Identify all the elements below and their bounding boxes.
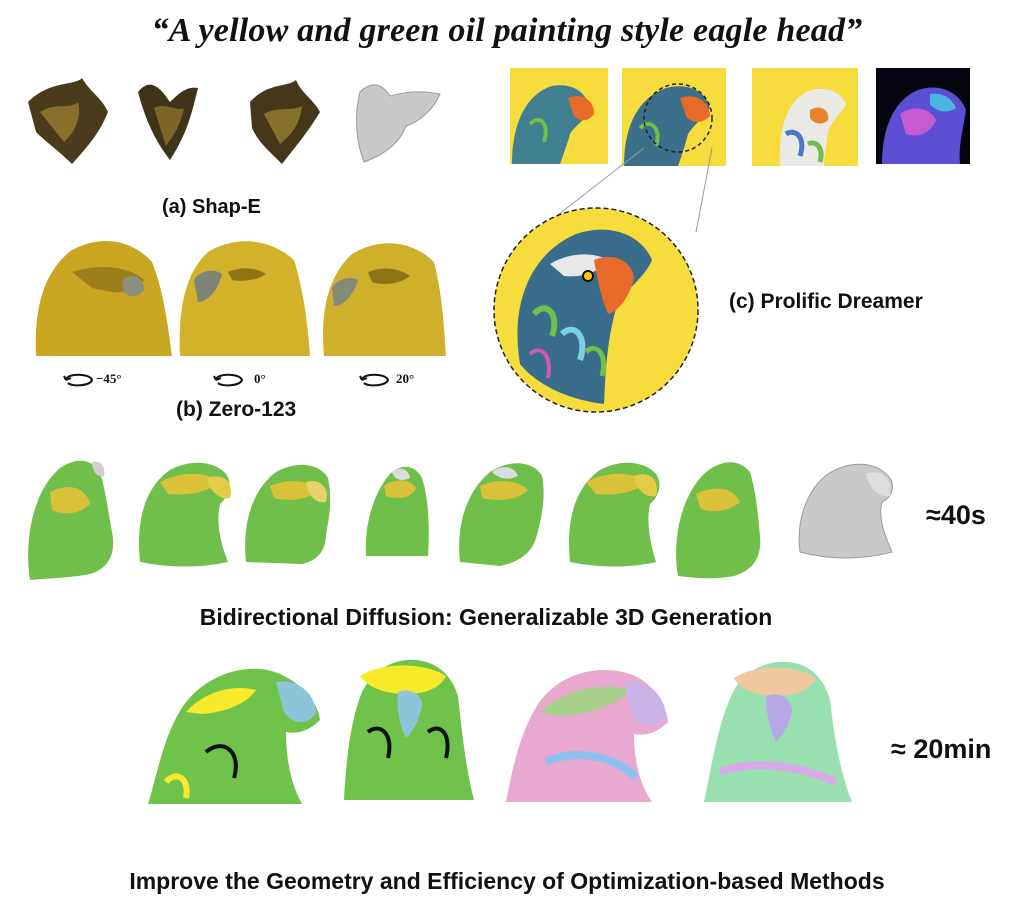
refine-time: ≈ 20min <box>891 734 992 764</box>
zero123-view-1 <box>35 240 173 356</box>
refine-normal-view-1 <box>506 669 668 802</box>
bidiff-renders <box>20 452 910 582</box>
zero123-renders <box>32 232 452 362</box>
shape-e-renders <box>20 72 450 172</box>
angle-label-1 <box>62 368 96 390</box>
refine-color-view-1 <box>148 668 320 804</box>
prolific-dreamer-caption: (c) Prolific Dreamer <box>729 290 923 313</box>
zero123-view-2 <box>179 241 310 356</box>
shape-e-view-1 <box>28 78 108 164</box>
zero123-view-3 <box>323 243 446 356</box>
prolific-view-3 <box>752 68 858 166</box>
bidiff-view-2 <box>139 462 231 567</box>
angle-20: 20° <box>396 371 415 386</box>
prolific-view-2 <box>622 68 726 166</box>
angle-minus-45: −45° <box>96 371 122 386</box>
bidiff-view-3 <box>245 464 331 564</box>
shape-e-view-3 <box>250 80 320 164</box>
refine-color-view-2 <box>344 659 474 800</box>
bidiff-view-6 <box>569 462 660 567</box>
zero123-caption: (b) Zero-123 <box>176 398 297 421</box>
bidiff-view-4 <box>365 466 429 556</box>
bidiff-view-1 <box>28 460 114 580</box>
shape-e-geometry <box>356 84 441 163</box>
prolific-dreamer-renders <box>490 64 990 424</box>
bidiff-geometry <box>798 463 893 559</box>
angle-0: 0° <box>254 371 266 386</box>
refine-caption: Improve the Geometry and Efficiency of O… <box>129 868 885 894</box>
bidiff-view-7 <box>676 462 761 579</box>
bidiff-caption: Bidirectional Diffusion: Generalizable 3… <box>199 604 773 630</box>
prolific-view-1 <box>510 68 608 164</box>
bidiff-time: ≈40s <box>926 500 986 530</box>
bidiff-view-5 <box>459 463 544 566</box>
angle-label-2 <box>212 368 246 390</box>
prompt-title: “A yellow and green oil painting style e… <box>151 12 863 49</box>
refine-renders <box>146 652 866 812</box>
shape-e-caption: (a) Shap-E <box>162 196 261 218</box>
prolific-normal-map <box>876 68 970 164</box>
refine-normal-view-2 <box>704 661 852 802</box>
prolific-zoom-circle <box>493 207 699 413</box>
shape-e-view-2 <box>138 84 198 160</box>
angle-label-3 <box>358 368 392 390</box>
